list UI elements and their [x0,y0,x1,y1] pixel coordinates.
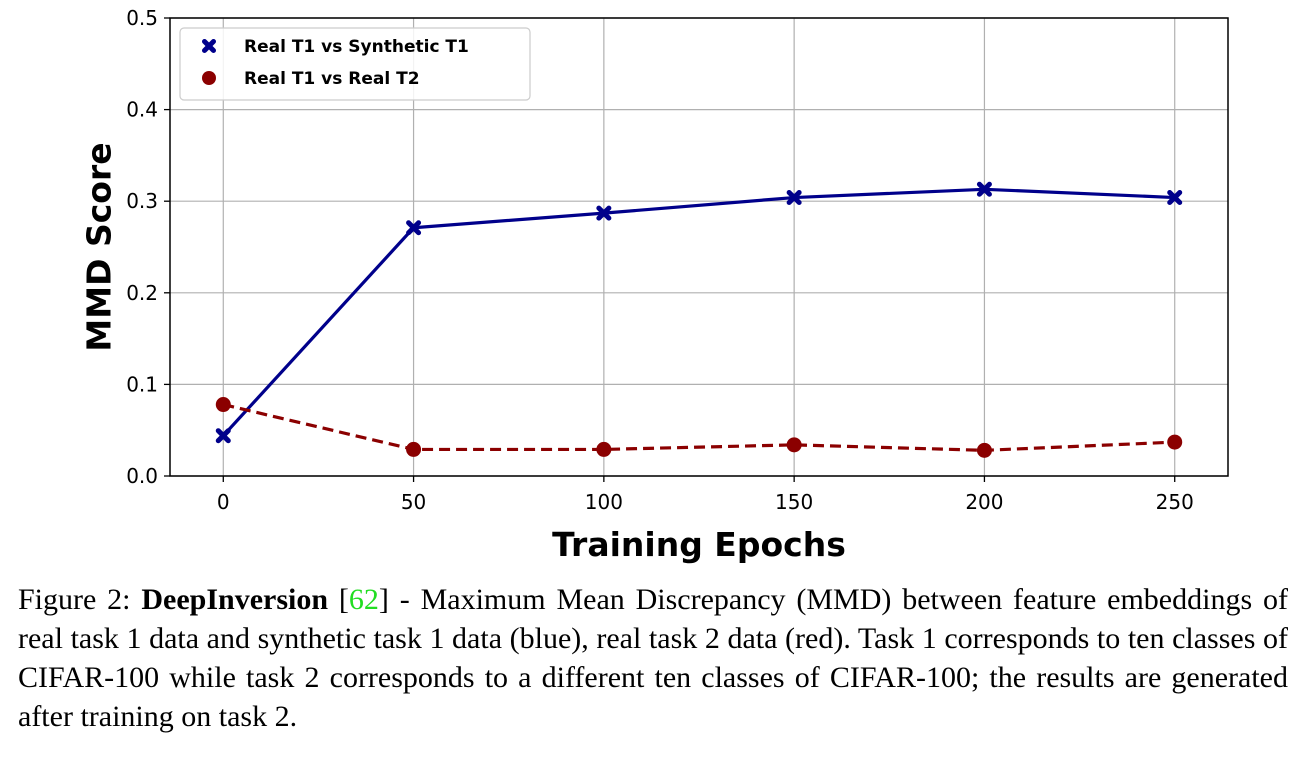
plot-area-frame [169,17,1229,477]
legend-marker-0 [202,39,216,53]
x-tick-label: 100 [585,490,623,514]
series-1-point [786,437,802,453]
series-1-line [222,402,1175,452]
x-tick-label: 250 [1156,490,1194,514]
figure-caption: Figure 2: DeepInversion [62] - Maximum M… [18,580,1288,736]
y-tick-label: 0.1 [126,372,158,396]
series-0-point [786,190,802,206]
x-axis-title: Training Epochs [552,525,846,564]
x-marker-stroke-b [215,428,231,444]
y-tick-label: 0.2 [126,281,158,305]
legend-label-0: Real T1 vs Synthetic T1 [244,37,469,57]
x-tick-label: 150 [775,490,813,514]
caption-text: ] - Maximum Mean Discrepancy (MMD) betwe… [18,583,1288,733]
series-0-point [215,428,231,444]
x-marker-stroke-b [596,205,612,221]
series-1-point [976,442,992,458]
x-tick-label: 50 [401,490,426,514]
y-tick-label: 0.3 [126,189,158,213]
legend-box [179,27,531,101]
series-1-point [406,441,422,457]
x-marker-stroke-b [1167,190,1183,206]
series-0-point [596,205,612,221]
caption-open-bracket: [ [328,583,349,616]
series-1-point [215,397,231,413]
series-1-point [596,441,612,457]
series-0-point [406,220,422,236]
mmd-chart: 0 50 100 150 200 250 0.0 0.1 0.2 0.3 0.4 0.5 Traini… [80,6,1229,564]
caption-citation-link[interactable]: 62 [348,583,379,616]
series-layer [215,181,1183,458]
x-tick-label: 0 [217,490,230,514]
y-tick-label: 0.4 [126,98,158,122]
y-tick-label: 0.0 [126,464,158,488]
x-marker-stroke-b [406,220,422,236]
caption-prefix: Figure 2: [18,583,142,616]
axis-ticks: 0 50 100 150 200 250 0.0 0.1 0.2 0.3 0.4 0.5 [126,6,1194,514]
series-1-point [1167,434,1183,450]
y-axis-title: MMD Score [80,142,119,351]
x-marker-stroke-b [976,181,992,197]
caption-method-name: DeepInversion [141,583,329,616]
legend-label-1: Real T1 vs Real T2 [244,69,420,89]
series-0-line [222,187,1175,437]
series-0-point [976,181,992,197]
legend: Real T1 vs Synthetic T1 Real T1 vs Real T… [179,27,531,101]
x-tick-label: 200 [965,490,1003,514]
series-0-point [1167,190,1183,206]
x-marker-stroke-b [786,190,802,206]
legend-marker-1 [202,71,216,85]
x-marker-stroke-b [202,39,216,53]
y-tick-label: 0.5 [126,6,158,30]
